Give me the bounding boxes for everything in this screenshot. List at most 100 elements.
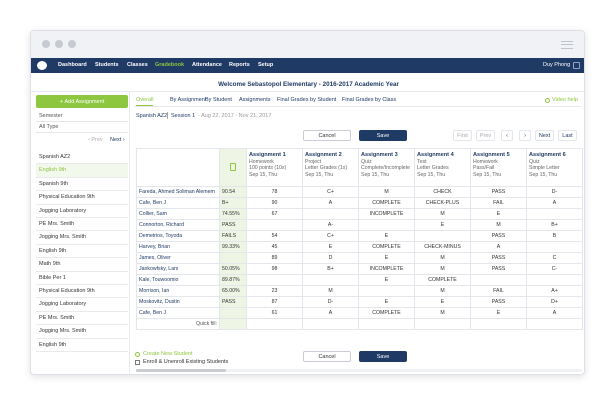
- logo[interactable]: [37, 61, 47, 70]
- grade-cell[interactable]: PASS: [470, 296, 527, 308]
- grade-cell[interactable]: D+: [526, 296, 583, 308]
- student-name[interactable]: Morrison, Ian: [136, 285, 220, 297]
- pager-button[interactable]: ‹: [501, 130, 513, 141]
- student-name[interactable]: Connorton, Richard: [136, 219, 220, 231]
- grade-cell[interactable]: E: [358, 274, 415, 286]
- create-student-link[interactable]: Create New Student: [143, 351, 193, 357]
- class-item[interactable]: Jogging Laboratory: [36, 205, 128, 218]
- grade-cell[interactable]: PASS: [470, 186, 527, 198]
- grade-cell[interactable]: [358, 285, 415, 297]
- tab[interactable]: Final Grades by Student: [277, 97, 337, 103]
- add-assignment-button[interactable]: + Add Assignment: [36, 95, 128, 108]
- tab[interactable]: Assignments: [239, 97, 271, 103]
- footer-save-button[interactable]: Save: [359, 351, 407, 362]
- grade-cell[interactable]: COMPLETE: [358, 197, 415, 209]
- cancel-button[interactable]: Cancel: [303, 130, 351, 141]
- grade-cell[interactable]: 45: [246, 241, 303, 253]
- grade-cell[interactable]: D: [302, 252, 359, 264]
- grade-cell[interactable]: [526, 274, 583, 286]
- class-item[interactable]: Math 9th: [36, 258, 128, 272]
- class-item[interactable]: Bible Per 1: [36, 272, 128, 285]
- student-name[interactable]: Harvey, Brian: [136, 241, 220, 253]
- student-name[interactable]: Jankowfsky, Lars: [136, 263, 220, 275]
- grade-cell[interactable]: COMPLETE: [358, 307, 415, 319]
- grade-cell[interactable]: 98: [246, 263, 303, 275]
- grade-cell[interactable]: A: [302, 197, 359, 209]
- grade-cell[interactable]: D-: [526, 186, 583, 198]
- nav-item[interactable]: Students: [95, 62, 119, 68]
- student-name[interactable]: Cafe, Ben J: [136, 197, 220, 209]
- grade-cell[interactable]: COMPLETE: [358, 241, 415, 253]
- class-item[interactable]: English 9th: [36, 339, 128, 352]
- grade-cell[interactable]: [302, 274, 359, 286]
- grade-cell[interactable]: PASS: [470, 230, 527, 242]
- class-item[interactable]: PE Mrs. Smith: [36, 218, 128, 232]
- grade-cell[interactable]: FAIL: [470, 285, 527, 297]
- grade-cell[interactable]: FAIL: [470, 197, 527, 209]
- grade-cell[interactable]: A: [302, 307, 359, 319]
- pager-button[interactable]: First: [453, 130, 472, 141]
- grade-cell[interactable]: [246, 219, 303, 231]
- grade-cell[interactable]: INCOMPLETE: [358, 208, 415, 220]
- quick-fill-cell[interactable]: [246, 318, 303, 330]
- grade-cell[interactable]: [526, 208, 583, 220]
- student-name[interactable]: Fareda, Ahmed Soliman Alemem: [136, 186, 220, 198]
- tab[interactable]: Overall: [136, 97, 154, 106]
- class-item[interactable]: Physical Education 9th: [36, 191, 128, 205]
- grade-cell[interactable]: [414, 230, 471, 242]
- grade-cell[interactable]: CHECK: [414, 186, 471, 198]
- class-item[interactable]: Spanish AZ2: [36, 151, 128, 165]
- grade-cell[interactable]: M: [414, 263, 471, 275]
- nav-item[interactable]: Gradebook: [155, 62, 185, 68]
- nav-item[interactable]: Dashboard: [58, 62, 87, 68]
- grade-cell[interactable]: E: [358, 296, 415, 308]
- grade-cell[interactable]: A+: [526, 285, 583, 297]
- enroll-link[interactable]: Enroll & Unenroll Existing Students: [143, 359, 229, 365]
- grade-cell[interactable]: B: [526, 230, 583, 242]
- grade-cell[interactable]: A-: [302, 219, 359, 231]
- grade-cell[interactable]: [246, 274, 303, 286]
- grade-cell[interactable]: 67: [246, 208, 303, 220]
- nav-item[interactable]: Reports: [229, 62, 250, 68]
- menu-icon[interactable]: [561, 41, 573, 49]
- grade-cell[interactable]: 87: [246, 296, 303, 308]
- nav-item[interactable]: Classes: [127, 62, 148, 68]
- grade-cell[interactable]: E: [470, 307, 527, 319]
- grade-cell[interactable]: E: [414, 219, 471, 231]
- grade-cell[interactable]: B+: [302, 263, 359, 275]
- grade-cell[interactable]: C+: [302, 186, 359, 198]
- student-name[interactable]: James, Oliver: [136, 252, 220, 264]
- footer-cancel-button[interactable]: Cancel: [303, 351, 351, 362]
- grade-cell[interactable]: [358, 219, 415, 231]
- next-link[interactable]: Next ›: [110, 137, 125, 143]
- class-item[interactable]: Jogging Laboratory: [36, 298, 128, 312]
- video-help[interactable]: Video help: [552, 97, 578, 103]
- class-item[interactable]: Jogging Mrs. Smith: [36, 325, 128, 339]
- grade-cell[interactable]: PASS: [470, 263, 527, 275]
- grade-cell[interactable]: 89: [246, 252, 303, 264]
- class-item[interactable]: Jogging Mrs. Smith: [36, 231, 128, 245]
- quick-fill-cell[interactable]: [470, 318, 527, 330]
- grade-cell[interactable]: D-: [302, 296, 359, 308]
- quick-fill-cell[interactable]: [414, 318, 471, 330]
- save-button[interactable]: Save: [359, 130, 407, 141]
- grade-cell[interactable]: 78: [246, 186, 303, 198]
- class-item[interactable]: PE Mrs. Smith: [36, 312, 128, 326]
- grade-cell[interactable]: M: [414, 208, 471, 220]
- class-item[interactable]: English 9th: [36, 164, 128, 178]
- quick-fill-cell[interactable]: [526, 318, 583, 330]
- grade-cell[interactable]: E: [358, 252, 415, 264]
- grade-cell[interactable]: A: [470, 241, 527, 253]
- grade-cell[interactable]: [470, 274, 527, 286]
- filter-select[interactable]: Semester: [36, 113, 128, 122]
- student-name[interactable]: Collier, Sam: [136, 208, 220, 220]
- quick-fill-cell[interactable]: [358, 318, 415, 330]
- pager-button[interactable]: Last: [558, 130, 577, 141]
- student-name[interactable]: Moskovitz, Dustin: [136, 296, 220, 308]
- grade-cell[interactable]: A: [526, 197, 583, 209]
- class-item[interactable]: Spanish 9th: [36, 178, 128, 192]
- grade-cell[interactable]: E: [302, 241, 359, 253]
- grade-cell[interactable]: 23: [246, 285, 303, 297]
- quick-fill-cell[interactable]: [302, 318, 359, 330]
- class-item[interactable]: Physical Education 9th: [36, 285, 128, 299]
